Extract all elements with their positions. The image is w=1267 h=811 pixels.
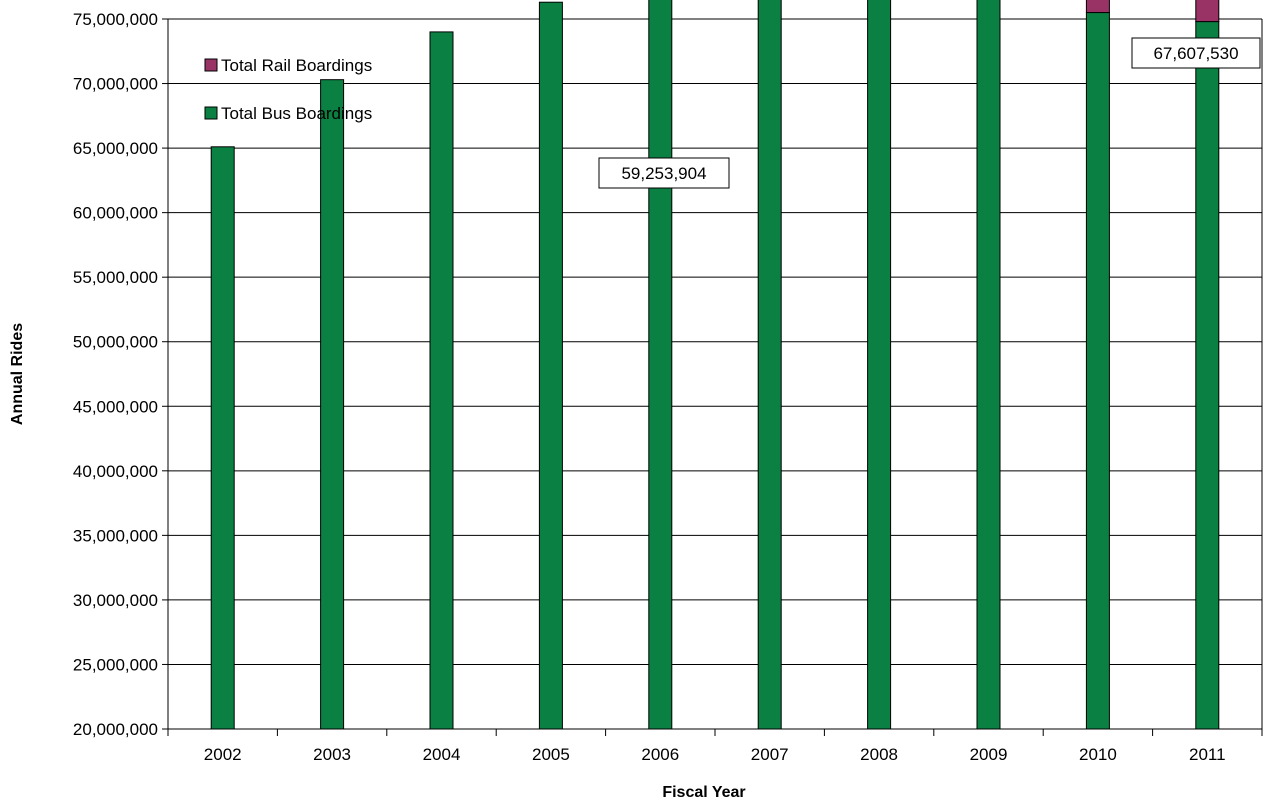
bars-group [210, 0, 1220, 730]
bar-total-bus-boardings-2006 [648, 0, 673, 730]
x-tick-label: 2009 [970, 745, 1008, 764]
x-axis-title: Fiscal Year [662, 784, 745, 801]
annotation-box [598, 157, 730, 189]
annotation-box [1131, 37, 1261, 69]
bar-total-bus-boardings-2007 [757, 0, 782, 730]
bar-total-rail-boardings-2010 [1085, 0, 1110, 14]
y-tick-label: 50,000,000 [73, 333, 158, 352]
y-tick-label: 45,000,000 [73, 397, 158, 416]
axes [167, 19, 1263, 736]
x-tick-label: 2004 [423, 745, 461, 764]
bar-total-bus-boardings-2010 [1085, 12, 1110, 730]
y-tick-label: 75,000,000 [73, 10, 158, 29]
y-tick-label: 25,000,000 [73, 655, 158, 674]
y-tick-label: 30,000,000 [73, 591, 158, 610]
legend-label: Total Bus Boardings [221, 104, 372, 123]
x-tick-label: 2005 [532, 745, 570, 764]
gridlines [162, 18, 1262, 730]
bar-total-bus-boardings-2005 [538, 1, 563, 730]
y-tick-label: 60,000,000 [73, 204, 158, 223]
y-tick-label: 55,000,000 [73, 268, 158, 287]
annotation-label: 67,607,530 [1153, 44, 1238, 63]
bar-total-bus-boardings-2009 [976, 0, 1001, 730]
y-axis-title: Annual Rides [9, 323, 26, 425]
x-tick-label: 2007 [751, 745, 789, 764]
legend-swatch [204, 106, 218, 120]
y-tick-label: 35,000,000 [73, 526, 158, 545]
bar-total-bus-boardings-2004 [429, 31, 454, 730]
x-tick-label: 2010 [1079, 745, 1117, 764]
legend-label: Total Rail Boardings [221, 56, 372, 75]
y-tick-label: 70,000,000 [73, 75, 158, 94]
x-tick-label: 2002 [204, 745, 242, 764]
x-tick-label: 2011 [1189, 745, 1226, 764]
bar-total-bus-boardings-2002 [210, 146, 235, 730]
x-tick-label: 2006 [641, 745, 679, 764]
y-tick-label: 20,000,000 [73, 720, 158, 739]
y-tick-label: 65,000,000 [73, 139, 158, 158]
x-tick-label: 2003 [313, 745, 351, 764]
y-tick-label: 40,000,000 [73, 462, 158, 481]
x-tick-label: 2008 [860, 745, 898, 764]
legend: Total Rail Boardings Total Bus Boardings [204, 56, 372, 123]
bar-total-bus-boardings-2003 [320, 79, 345, 730]
annotation-label: 59,253,904 [621, 164, 706, 183]
annotations: 59,253,904 67,607,530 [598, 37, 1261, 189]
bar-total-bus-boardings-2008 [867, 0, 892, 730]
x-tick-labels: 2002 2003 2004 2005 2006 2007 2008 2009 2010 2011 [204, 745, 1226, 764]
bar-total-bus-boardings-2011 [1195, 21, 1220, 730]
bar-total-rail-boardings-2011 [1195, 0, 1220, 23]
legend-swatch [204, 58, 218, 72]
y-tick-labels: 20,000,000 25,000,000 30,000,000 35,000,000… [73, 10, 158, 739]
